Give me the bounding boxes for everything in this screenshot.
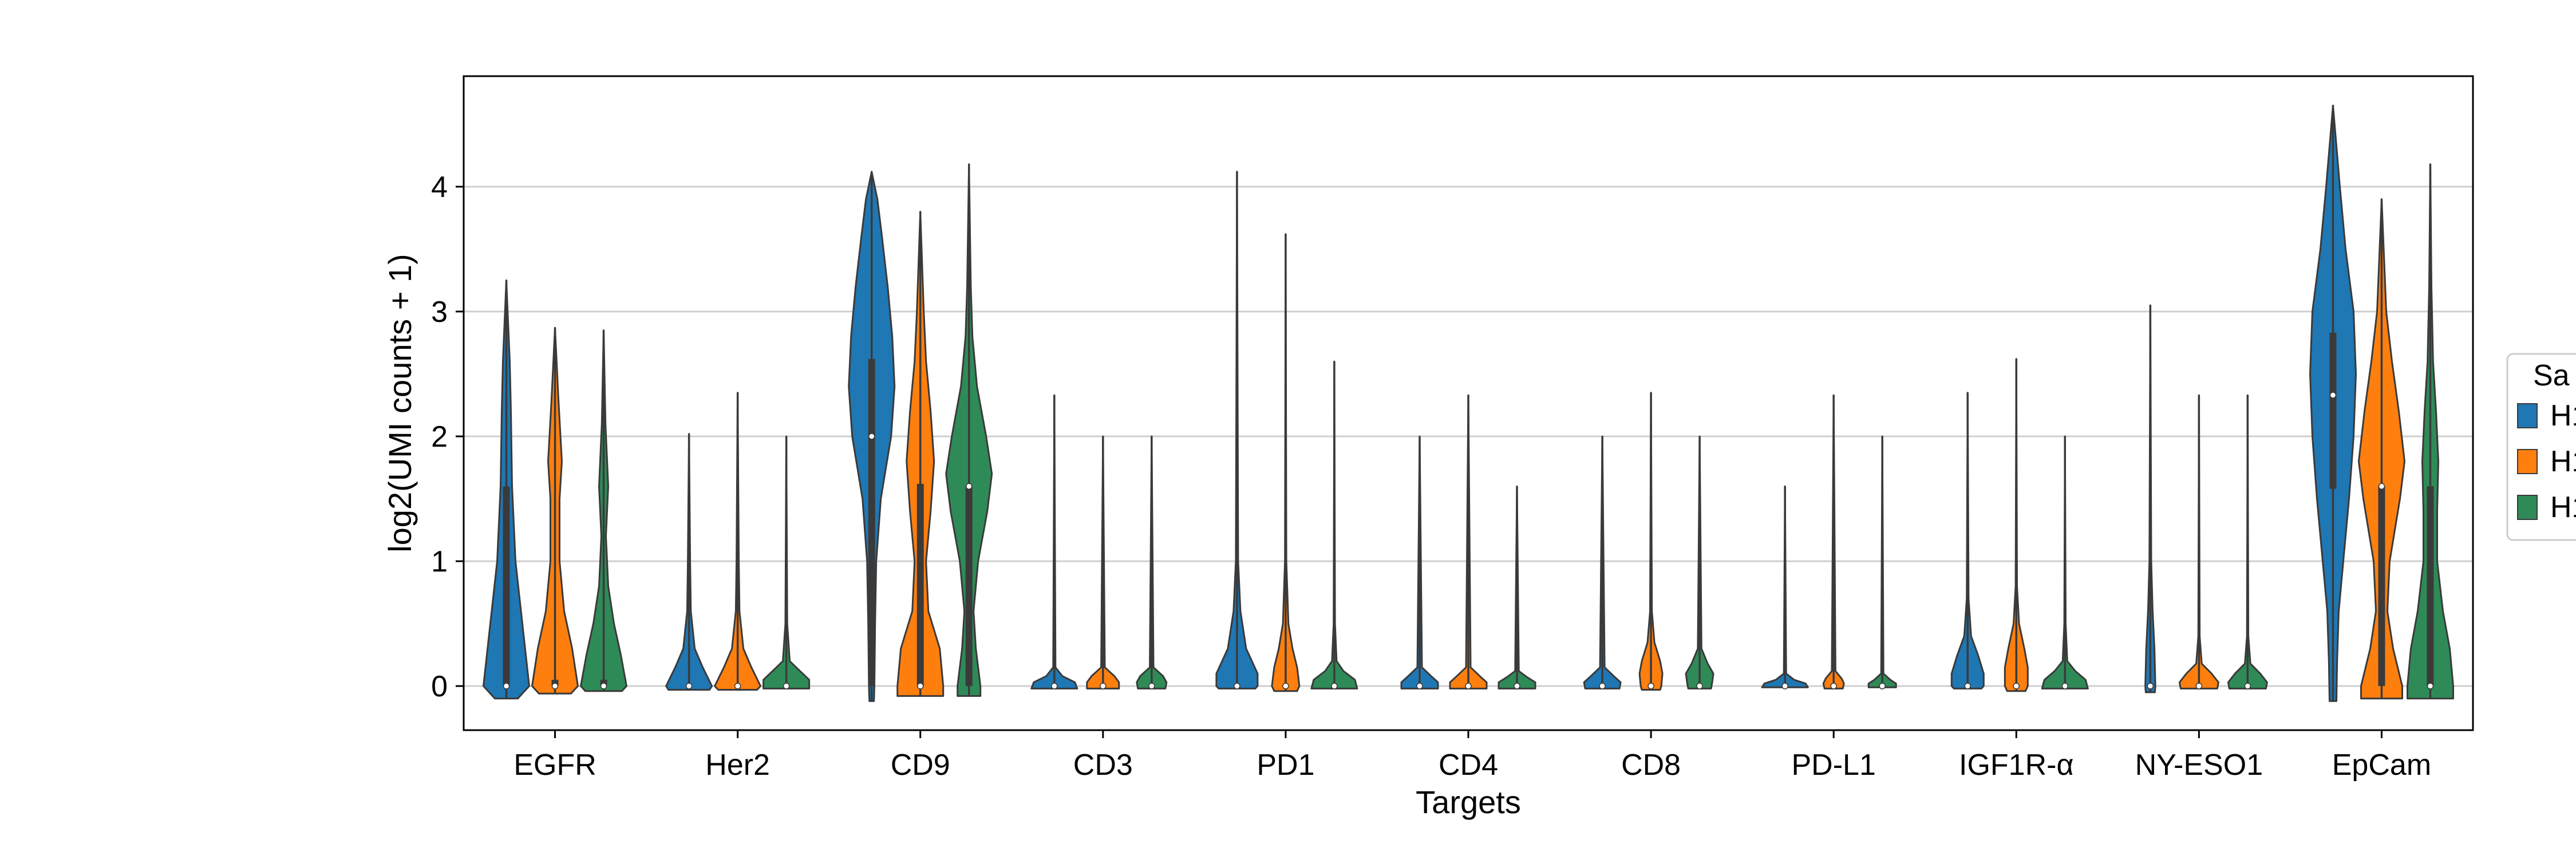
x-tick-label: Her2	[705, 748, 770, 782]
violin-median	[2013, 683, 2020, 689]
y-tick-label: 3	[431, 295, 448, 329]
x-tick-label: CD3	[1073, 748, 1133, 782]
violin-median	[600, 683, 607, 689]
violin-median	[1781, 683, 1788, 689]
violin-median	[783, 683, 790, 689]
violin-median	[1100, 683, 1107, 689]
violin-median	[1465, 683, 1472, 689]
violin-median	[868, 433, 875, 440]
violin-median	[1331, 683, 1338, 689]
violin-median	[1830, 683, 1837, 689]
legend-entry-label: H1	[2550, 399, 2576, 432]
violin-median	[1416, 683, 1423, 689]
legend: Sa H1 H1 H1	[2506, 353, 2576, 541]
violin-median	[1964, 683, 1971, 689]
violin-median	[1051, 683, 1058, 689]
legend-entry-label: H1	[2550, 445, 2576, 478]
x-tick-label: EpCam	[2332, 748, 2431, 782]
violin-median	[2061, 683, 2069, 689]
y-tick-label: 4	[431, 171, 448, 204]
x-tick-label: CD8	[1621, 748, 1681, 782]
violin-median	[1879, 683, 1886, 689]
violin-median	[1599, 683, 1606, 689]
violin-median	[2329, 392, 2337, 399]
x-tick-label: NY-ESO1	[2135, 748, 2263, 782]
y-axis: 0 1 2 3 4	[431, 171, 464, 703]
y-tick-label: 1	[431, 545, 448, 578]
x-tick-label: CD4	[1439, 748, 1498, 782]
violin-median	[2147, 683, 2154, 689]
y-tick-label: 2	[431, 420, 448, 454]
violin-median	[1696, 683, 1703, 689]
y-axis-label: log2(UMI counts + 1)	[382, 254, 418, 552]
violin-median	[551, 683, 559, 689]
x-axis-label: Targets	[1416, 784, 1521, 820]
violin-median	[1148, 683, 1155, 689]
x-tick-label: CD9	[891, 748, 950, 782]
violin-median	[1514, 683, 1520, 689]
x-axis: EGFR Her2 CD9 CD3 PD1 CD4 CD8 PD-L1 IGF1R-α NY-ES…	[513, 730, 2431, 782]
y-tick-label: 0	[431, 670, 448, 703]
violin-median	[2427, 683, 2434, 689]
violin-median	[2195, 683, 2203, 689]
violin-median	[2244, 683, 2251, 689]
legend-title: Sa	[2533, 359, 2570, 392]
violin-median	[965, 483, 973, 490]
x-tick-label: EGFR	[513, 748, 596, 782]
violin-median	[916, 683, 924, 689]
violin-median	[1282, 683, 1289, 689]
violin-median	[1234, 683, 1240, 689]
violin-median	[734, 683, 741, 689]
x-tick-label: PD1	[1257, 748, 1314, 782]
violin-median	[1647, 683, 1654, 689]
violin-median	[2378, 483, 2385, 490]
violin-median	[685, 683, 693, 689]
legend-entry-label: H1	[2550, 491, 2576, 524]
x-tick-label: PD-L1	[1791, 748, 1875, 782]
legend-swatch	[2517, 495, 2538, 520]
legend-swatch	[2517, 403, 2538, 428]
legend-frame	[2506, 353, 2576, 541]
x-tick-label: IGF1R-α	[1959, 748, 2074, 782]
violin-median	[503, 683, 510, 689]
legend-swatch	[2517, 449, 2538, 474]
violins	[483, 104, 2454, 702]
